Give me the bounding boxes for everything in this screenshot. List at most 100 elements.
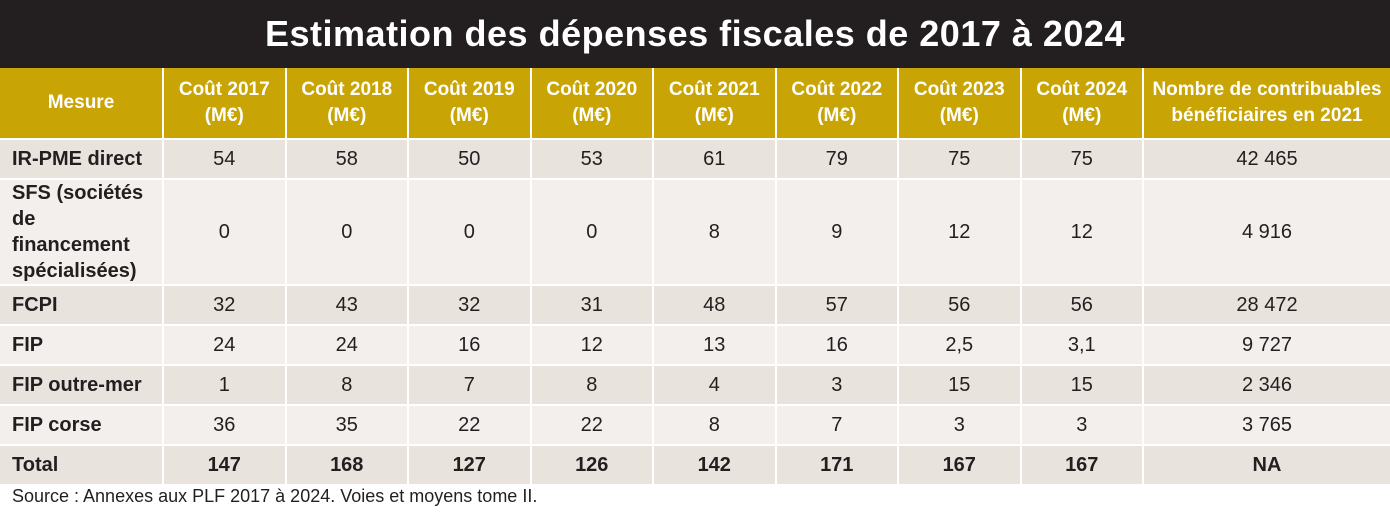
table-cell: 79 — [775, 139, 899, 180]
row-label-text: SFS (sociétés — [12, 182, 144, 204]
table-cell: 168 — [285, 445, 409, 486]
table-cell: 167 — [1020, 445, 1144, 486]
row-label-text: FCPI — [12, 294, 58, 316]
column-header-cout-2022: Coût 2022 (M€) — [775, 68, 899, 140]
table-cell: 35 — [285, 405, 409, 446]
table-cell: 24 — [163, 325, 287, 366]
row-label-text: de financement — [12, 208, 130, 256]
table-row-fip-corse: FIP corse 36 35 22 22 8 7 3 3 3 765 — [0, 405, 1390, 446]
table-cell: 32 — [408, 285, 532, 326]
column-header-cout-2023: Coût 2023 (M€) — [898, 68, 1022, 140]
table-cell: 13 — [653, 325, 777, 366]
row-label: FIP — [0, 325, 164, 366]
table-cell: 8 — [285, 365, 409, 406]
table-cell: 22 — [408, 405, 532, 446]
row-label: IR-PME direct — [0, 139, 164, 180]
table-cell: 15 — [898, 365, 1022, 406]
table-row-ir-pme-direct: IR-PME direct 54 58 50 53 61 79 75 75 42… — [0, 139, 1390, 180]
table-cell: 3 765 — [1143, 405, 1390, 446]
column-header-unit: (M€) — [327, 105, 367, 126]
column-header-line: Coût 2024 — [1036, 79, 1128, 100]
row-label-text: Total — [12, 454, 59, 476]
column-header-line: Coût 2021 — [668, 79, 760, 100]
table-cell: 142 — [653, 445, 777, 486]
table-cell: 0 — [530, 179, 654, 286]
column-header-unit: (M€) — [449, 105, 489, 126]
table-cell: 42 465 — [1143, 139, 1390, 180]
column-header-cout-2020: Coût 2020 (M€) — [530, 68, 654, 140]
table-cell: 75 — [898, 139, 1022, 180]
table-header-row: Mesure Coût 2017 (M€) Coût 2018 (M€) Coû… — [0, 68, 1390, 140]
table-cell: 50 — [408, 139, 532, 180]
table-cell: 75 — [1020, 139, 1144, 180]
table-cell: 3 — [1020, 405, 1144, 446]
table-row-fcpi: FCPI 32 43 32 31 48 57 56 56 28 472 — [0, 285, 1390, 326]
page-title: Estimation des dépenses fiscales de 2017… — [265, 13, 1125, 54]
table-cell: 3 — [775, 365, 899, 406]
row-label-text: IR-PME direct — [12, 148, 143, 170]
column-header-line: Coût 2022 — [791, 79, 883, 100]
table-cell: 36 — [163, 405, 287, 446]
column-header-unit: (M€) — [939, 105, 979, 126]
column-header-unit: (M€) — [1062, 105, 1102, 126]
table-cell: 127 — [408, 445, 532, 486]
table-cell: 0 — [285, 179, 409, 286]
source-note: Source : Annexes aux PLF 2017 à 2024. Vo… — [12, 486, 538, 506]
column-header-cout-2017: Coût 2017 (M€) — [163, 68, 287, 140]
row-label-text: spécialisées) — [12, 260, 137, 282]
column-header-cout-2024: Coût 2024 (M€) — [1020, 68, 1144, 140]
table-cell: 16 — [775, 325, 899, 366]
table-cell: 56 — [898, 285, 1022, 326]
table-cell: 57 — [775, 285, 899, 326]
table-cell: 9 727 — [1143, 325, 1390, 366]
table-row-total: Total 147 168 127 126 142 171 167 167 NA — [0, 445, 1390, 486]
column-header-beneficiaires: Nombre de contribuables bénéficiaires en… — [1143, 68, 1390, 140]
table-cell: 53 — [530, 139, 654, 180]
table-cell: 28 472 — [1143, 285, 1390, 326]
column-header-unit: (M€) — [204, 105, 244, 126]
table-cell: 32 — [163, 285, 287, 326]
row-label: Total — [0, 445, 164, 486]
column-header-line: Coût 2023 — [913, 79, 1005, 100]
column-header-line: Coût 2017 — [178, 79, 270, 100]
table-cell: 3,1 — [1020, 325, 1144, 366]
table-cell: 2,5 — [898, 325, 1022, 366]
row-label: SFS (sociétés de financement spécialisée… — [0, 179, 164, 286]
table-cell: 61 — [653, 139, 777, 180]
table-cell: 31 — [530, 285, 654, 326]
table-cell: 4 — [653, 365, 777, 406]
table-cell: 8 — [653, 179, 777, 286]
column-header-unit: (M€) — [694, 105, 734, 126]
column-header-line: Coût 2020 — [546, 79, 638, 100]
table-row-sfs: SFS (sociétés de financement spécialisée… — [0, 179, 1390, 286]
row-label-text: FIP corse — [12, 414, 102, 436]
row-label: FIP corse — [0, 405, 164, 446]
table-cell: 48 — [653, 285, 777, 326]
table-cell: 54 — [163, 139, 287, 180]
table-cell: 58 — [285, 139, 409, 180]
table-cell: 0 — [408, 179, 532, 286]
table-cell: 43 — [285, 285, 409, 326]
table-cell: 56 — [1020, 285, 1144, 326]
column-header-line: bénéficiaires en 2021 — [1171, 105, 1363, 126]
table-row-fip: FIP 24 24 16 12 13 16 2,5 3,1 9 727 — [0, 325, 1390, 366]
row-label-text: FIP outre-mer — [12, 374, 142, 396]
table-cell: 24 — [285, 325, 409, 366]
row-label-text: FIP — [12, 334, 44, 356]
column-header-unit: (M€) — [572, 105, 612, 126]
table-cell: 167 — [898, 445, 1022, 486]
table-cell: 7 — [775, 405, 899, 446]
table-cell: 126 — [530, 445, 654, 486]
table-cell: 12 — [898, 179, 1022, 286]
column-header-cout-2021: Coût 2021 (M€) — [653, 68, 777, 140]
table-cell: 0 — [163, 179, 287, 286]
table-cell: 22 — [530, 405, 654, 446]
column-header-unit: (M€) — [817, 105, 857, 126]
table-cell: 147 — [163, 445, 287, 486]
table-cell: 4 916 — [1143, 179, 1390, 286]
column-header-line: Coût 2019 — [423, 79, 515, 100]
table-cell: 8 — [653, 405, 777, 446]
column-header-line: Mesure — [47, 92, 115, 113]
table-cell: 7 — [408, 365, 532, 406]
table-cell: 1 — [163, 365, 287, 406]
